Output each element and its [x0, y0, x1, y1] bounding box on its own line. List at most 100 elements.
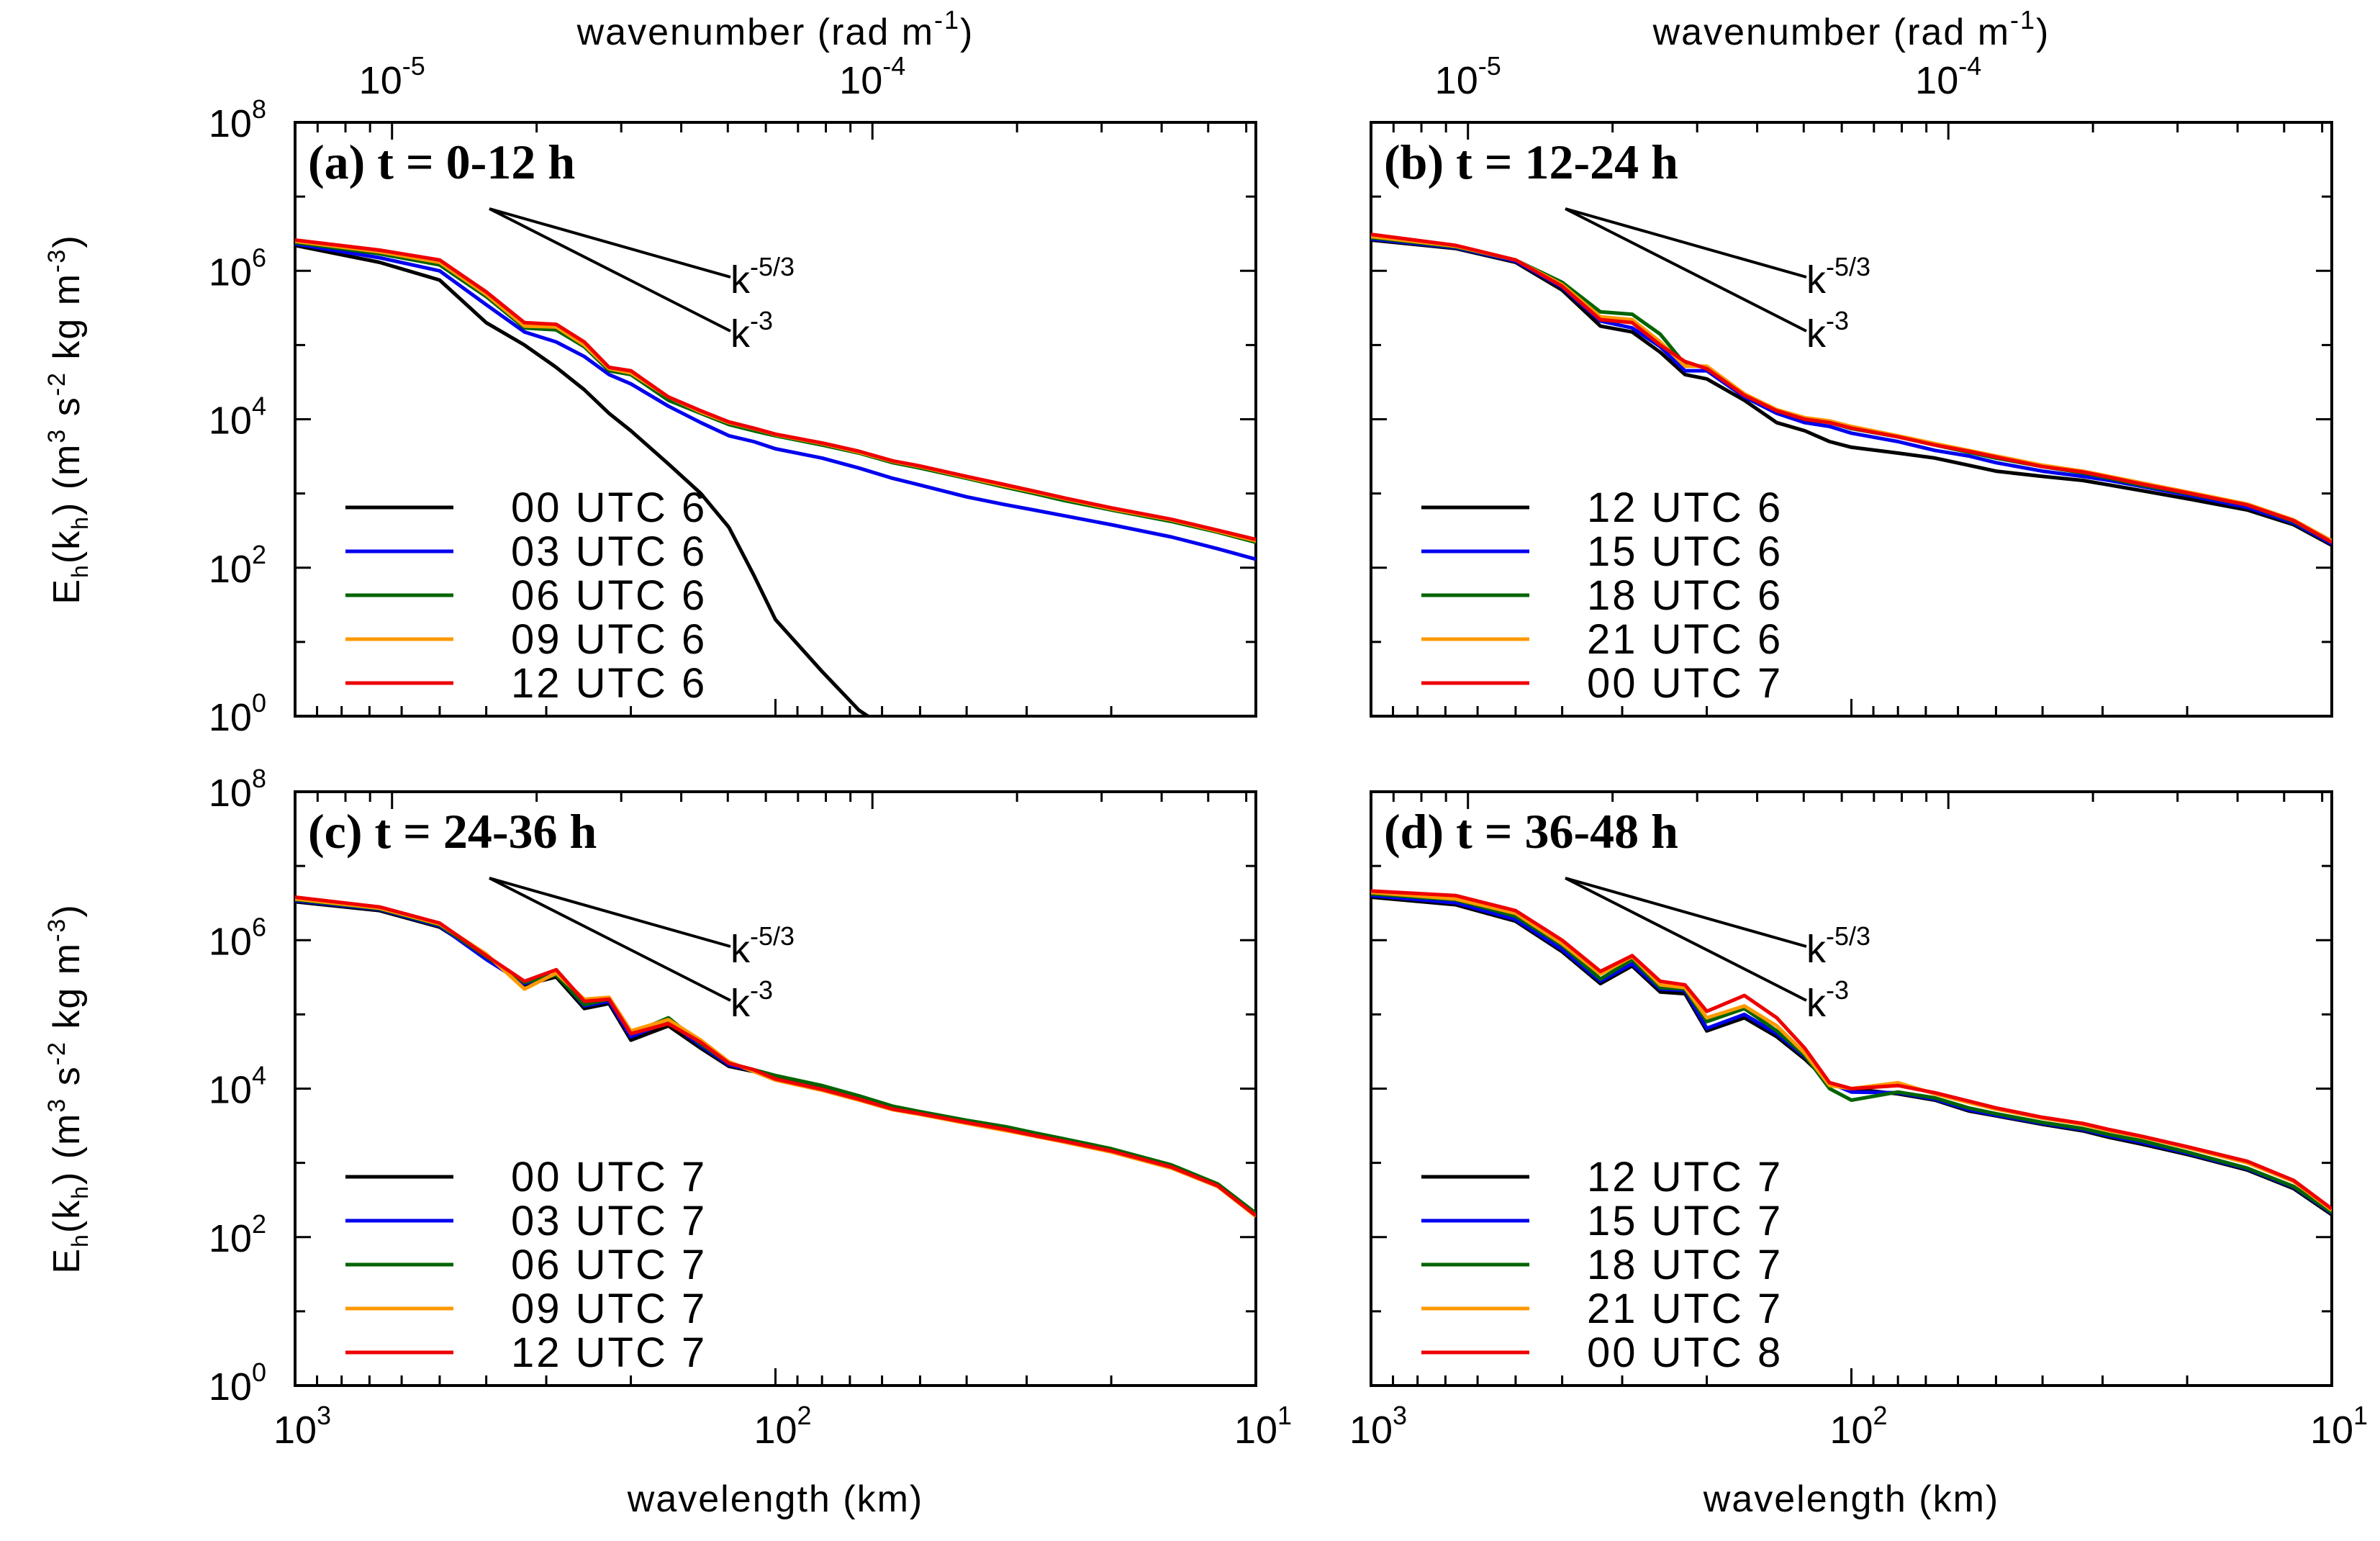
top-axis-title-sup: -1: [2010, 5, 2036, 35]
legend-label-b-3: 21 UTC 6: [1587, 616, 1783, 663]
plot-frame: [1370, 121, 2333, 718]
x-tick-label-d-1-exp: 2: [1873, 1401, 1888, 1430]
top-tick-label-a-1: 10-4: [839, 51, 905, 102]
x-tick-label-c-0-exp: 3: [317, 1401, 331, 1430]
y-title-units: ) (m: [46, 1113, 88, 1185]
y-tick-label-c-4-exp: 8: [252, 764, 266, 793]
top-axis-title-main: wavenumber (rad m: [576, 12, 934, 53]
y-tick-label-c-4-base: 10: [209, 772, 252, 815]
y-tick-label-a-2-base: 10: [209, 399, 252, 443]
y-tick-label-c-3-base: 10: [209, 920, 252, 963]
y-tick-label-c-3: 106: [209, 912, 266, 963]
y-tick-label-a-2-exp: 4: [252, 392, 266, 421]
x-axis-title: wavelength (km): [627, 1478, 923, 1520]
y-title-units: ) (m: [46, 443, 88, 515]
slope-label-k53: k-5/3: [730, 921, 795, 971]
top-axis-title-end: ): [960, 12, 974, 53]
y-tick-label-c-0: 100: [209, 1357, 266, 1409]
legend-label-b-1: 15 UTC 6: [1587, 528, 1783, 575]
y-tick-label-c-0-exp: 0: [252, 1357, 266, 1387]
x-tick-label-d-0-exp: 3: [1393, 1401, 1407, 1430]
top-axis-title-main: wavenumber (rad m: [1652, 12, 2010, 53]
slope-line-k53: [489, 207, 731, 279]
slope-k53-base: k: [730, 258, 751, 302]
y-tick-label-c-4: 108: [209, 764, 266, 815]
slope-line-k53: [1565, 877, 1807, 948]
slope-k3-base: k: [730, 312, 751, 356]
slope-label-k53: k-5/3: [1806, 921, 1870, 971]
y-title-E: E: [46, 578, 88, 605]
legend-label-c-1: 03 UTC 7: [511, 1198, 707, 1244]
y-tick-label-c-2: 104: [209, 1061, 266, 1112]
x-tick-label-c-0-base: 10: [273, 1409, 317, 1452]
y-tick-label-c-1: 102: [209, 1209, 266, 1260]
top-tick-label-a-0-base: 10: [359, 59, 402, 102]
top-tick-label-b-0: 10-5: [1435, 51, 1501, 102]
y-title-sub2: h: [67, 1185, 93, 1199]
y-axis-title: Eh(kh) (m3 s-2 kg m-3): [43, 234, 93, 604]
top-axis-title: wavenumber (rad m-1): [576, 5, 974, 53]
slope-k53-exp: -5/3: [750, 252, 795, 281]
y-tick-label-a-1: 102: [209, 540, 266, 591]
y-axis-title: Eh(kh) (m3 s-2 kg m-3): [43, 903, 93, 1273]
slope-line-k3: [489, 207, 731, 333]
legend-label-d-0: 12 UTC 7: [1587, 1154, 1783, 1201]
y-tick-label-a-0: 100: [209, 688, 266, 739]
top-axis-title: wavenumber (rad m-1): [1652, 5, 2050, 53]
slope-label-k3: k-3: [730, 306, 773, 356]
legend-label-a-3: 09 UTC 6: [511, 616, 707, 663]
legend-label-d-2: 18 UTC 7: [1587, 1242, 1783, 1288]
y-title-kg: kg m: [46, 942, 88, 1041]
top-tick-label-a-0-exp: -5: [402, 51, 425, 81]
y-title-end: ): [46, 903, 88, 917]
legend-label-c-2: 06 UTC 7: [511, 1242, 707, 1288]
legend-label-c-4: 12 UTC 7: [511, 1329, 707, 1376]
y-title-k: (k: [46, 530, 88, 564]
series-line-b-4: [1371, 232, 2332, 544]
y-title-sup3: -3: [43, 918, 71, 942]
panel-title: (a) t = 0-12 h: [308, 135, 575, 189]
series-line-a-0: [295, 243, 872, 716]
y-title-sup3: -3: [43, 248, 71, 273]
series-line-a-2: [295, 240, 1256, 544]
legend-label-b-2: 18 UTC 6: [1587, 572, 1783, 619]
slope-k53-exp: -5/3: [1826, 252, 1870, 281]
slope-label-k53: k-5/3: [730, 252, 795, 302]
x-tick-label-c-2-base: 10: [1234, 1409, 1277, 1452]
series-line-c-4: [295, 895, 1256, 1217]
y-title-end: ): [46, 234, 88, 248]
legend-label-a-1: 03 UTC 6: [511, 528, 707, 575]
y-tick-label-a-0-base: 10: [209, 696, 252, 739]
top-tick-label-b-0-base: 10: [1435, 59, 1478, 102]
y-tick-label-a-1-base: 10: [209, 548, 252, 591]
y-tick-label-a-0-exp: 0: [252, 688, 266, 718]
slope-k3-exp: -3: [1826, 306, 1849, 335]
x-tick-label-d-1-base: 10: [1829, 1409, 1873, 1452]
legend-label-c-0: 00 UTC 7: [511, 1154, 707, 1201]
slope-k3-base: k: [730, 982, 751, 1025]
legend-label-b-4: 00 UTC 7: [1587, 660, 1783, 707]
series-line-b-0: [1371, 238, 2332, 547]
y-title-sup2: -2: [43, 371, 71, 396]
y-tick-label-a-4: 108: [209, 94, 266, 145]
x-axis-title: wavelength (km): [1703, 1478, 1999, 1520]
y-tick-label-a-1-exp: 2: [252, 540, 266, 569]
y-tick-label-a-4-exp: 8: [252, 94, 266, 124]
y-tick-label-c-3-exp: 6: [252, 912, 266, 941]
slope-label-k53: k-5/3: [1806, 252, 1870, 302]
x-tick-label-c-2-exp: 1: [1277, 1401, 1292, 1430]
top-axis-title-sup: -1: [934, 5, 960, 35]
legend-label-a-4: 12 UTC 6: [511, 660, 707, 707]
y-title-kg: kg m: [46, 273, 88, 371]
slope-line-k3: [1565, 877, 1807, 1002]
series-group: [295, 895, 1256, 1218]
panel-title: (c) t = 24-36 h: [308, 804, 597, 859]
slope-k53-base: k: [1806, 258, 1827, 302]
series-line-d-4: [1371, 889, 2332, 1211]
y-tick-label-c-2-exp: 4: [252, 1061, 266, 1090]
y-title-sup1: 3: [43, 428, 71, 443]
y-title-s: s: [46, 396, 88, 428]
slope-k3-exp: -3: [750, 975, 773, 1005]
